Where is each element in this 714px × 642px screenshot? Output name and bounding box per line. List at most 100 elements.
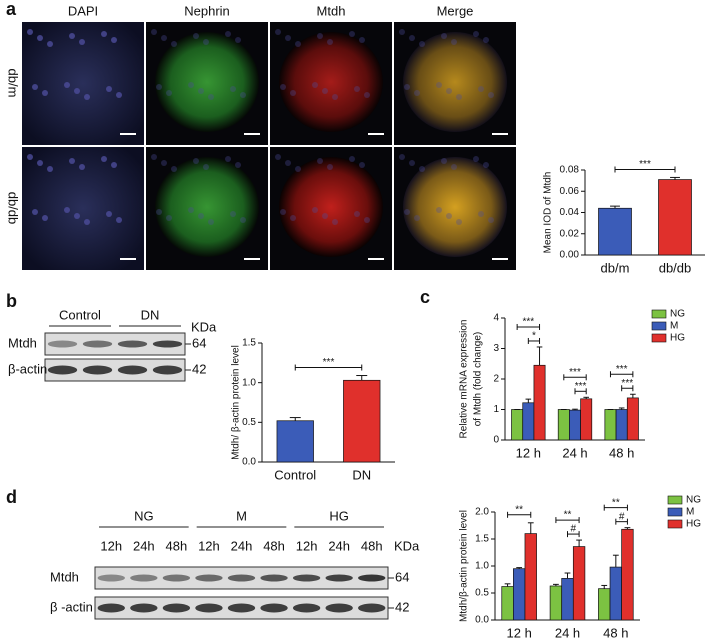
- bar: [561, 578, 574, 621]
- band: [82, 340, 113, 348]
- nucleus: [84, 94, 90, 100]
- y-tick-label: 1.5: [242, 338, 256, 349]
- nucleus: [290, 215, 296, 221]
- group-label: DN: [141, 307, 160, 322]
- unit-label: KDa: [191, 319, 217, 334]
- time-label: 48h: [361, 538, 383, 553]
- band: [358, 574, 386, 582]
- nucleus: [74, 88, 80, 94]
- nucleus: [101, 156, 107, 162]
- y-axis-label: of Mtdh (fold change): [473, 332, 484, 427]
- panel-label: a: [6, 0, 17, 19]
- nucleus: [225, 156, 231, 162]
- kda-label: 64: [395, 569, 409, 584]
- nucleus: [285, 35, 291, 41]
- nucleus: [106, 86, 112, 92]
- nucleus: [441, 33, 447, 39]
- nucleus: [419, 166, 425, 172]
- bar: [549, 585, 563, 621]
- nucleus: [198, 88, 204, 94]
- sig-label: **: [612, 497, 620, 508]
- band: [292, 603, 321, 613]
- y-tick-label: 4: [493, 313, 499, 324]
- nucleus: [436, 207, 442, 213]
- bar: [569, 409, 581, 441]
- nucleus: [332, 219, 338, 225]
- nucleus: [275, 29, 281, 35]
- nucleus: [456, 219, 462, 225]
- y-tick-label: 1.0: [242, 377, 256, 388]
- nucleus: [317, 33, 323, 39]
- legend-swatch: [651, 309, 667, 319]
- nucleus: [409, 35, 415, 41]
- column-label: Merge: [437, 3, 474, 18]
- sig-label: *: [532, 331, 536, 342]
- sig-label: **: [564, 510, 572, 521]
- x-tick-label: db/db: [659, 260, 692, 275]
- x-tick-label: 24 h: [562, 445, 587, 460]
- bar: [598, 207, 632, 256]
- nucleus: [446, 88, 452, 94]
- bar: [501, 586, 514, 621]
- sig-label: ***: [569, 367, 581, 378]
- sig-label: ***: [575, 381, 587, 392]
- nucleus: [193, 158, 199, 164]
- nucleus: [446, 213, 452, 219]
- time-label: 12h: [296, 538, 318, 553]
- y-tick-label: 0.0: [475, 615, 489, 626]
- bar: [604, 409, 617, 441]
- nucleus: [166, 90, 172, 96]
- sig-label: #: [619, 511, 625, 522]
- y-tick-label: 0.0: [242, 457, 256, 468]
- group-label: NG: [134, 508, 154, 523]
- legend-label: HG: [686, 519, 701, 530]
- bar: [533, 364, 546, 441]
- nucleus: [280, 84, 286, 90]
- band: [227, 574, 256, 582]
- y-tick-label: 1.0: [475, 561, 489, 572]
- nucleus: [188, 82, 194, 88]
- nucleus: [409, 160, 415, 166]
- nucleus: [161, 35, 167, 41]
- glomerulus: [403, 32, 507, 132]
- kda-label: 64: [192, 335, 206, 350]
- nucleus: [240, 92, 246, 98]
- sig-label: ***: [621, 378, 633, 389]
- bar: [615, 409, 628, 441]
- nucleus: [32, 209, 38, 215]
- nucleus: [208, 219, 214, 225]
- nucleus: [42, 215, 48, 221]
- sig-label: #: [571, 524, 577, 535]
- bar: [557, 409, 570, 441]
- nucleus: [312, 82, 318, 88]
- nucleus: [399, 154, 405, 160]
- nucleus: [74, 213, 80, 219]
- y-tick-label: 1.5: [475, 534, 489, 545]
- band: [162, 574, 191, 582]
- y-tick-label: 0.04: [560, 207, 580, 218]
- band: [195, 603, 223, 613]
- group-label: HG: [329, 508, 349, 523]
- band: [152, 365, 183, 375]
- nucleus: [327, 39, 333, 45]
- nucleus: [404, 84, 410, 90]
- y-tick-label: 0.08: [560, 165, 580, 176]
- glomerulus: [403, 157, 507, 257]
- row-label: β -actin: [50, 599, 93, 614]
- band: [195, 574, 223, 582]
- nucleus: [116, 217, 122, 223]
- band: [152, 340, 183, 348]
- y-tick-label: 0: [493, 435, 499, 446]
- x-tick-label: 12 h: [516, 445, 541, 460]
- nucleus: [280, 209, 286, 215]
- nucleus: [478, 211, 484, 217]
- panel-label: c: [420, 287, 430, 307]
- nucleus: [312, 207, 318, 213]
- band: [117, 340, 148, 348]
- nucleus: [275, 154, 281, 160]
- nucleus: [156, 84, 162, 90]
- y-tick-label: 0.00: [560, 250, 580, 261]
- nucleus: [64, 207, 70, 213]
- nucleus: [235, 162, 241, 168]
- time-label: 12h: [198, 538, 220, 553]
